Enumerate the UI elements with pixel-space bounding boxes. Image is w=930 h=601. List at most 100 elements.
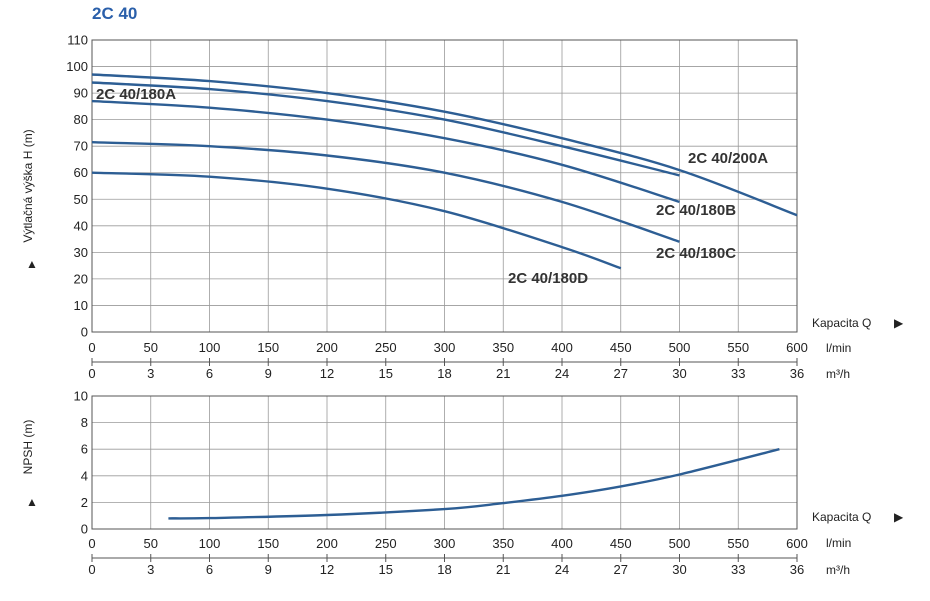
curve-npsh-series — [168, 448, 780, 520]
npsh-x-unit-primary: l/min — [826, 536, 851, 550]
head-x-secondary-tick-label: 0 — [88, 366, 95, 381]
npsh-y-tick-label: 6 — [81, 442, 88, 457]
head-x-secondary-tick-label: 36 — [790, 366, 804, 381]
head-x-secondary-tick-label: 33 — [731, 366, 745, 381]
npsh-x-tick-label: 350 — [492, 536, 514, 551]
npsh-x-secondary-tick-label: 24 — [555, 562, 569, 577]
npsh-x-tick-label: 50 — [144, 536, 158, 551]
head-x-tick-label: 400 — [551, 340, 573, 355]
npsh-x-secondary-tick-label: 9 — [265, 562, 272, 577]
head-x-tick-label: 550 — [727, 340, 749, 355]
npsh-plot-frame — [91, 395, 798, 530]
npsh-x-secondary-tick-label: 12 — [320, 562, 334, 577]
curve-label-2c-40-180d: 2C 40/180D — [508, 270, 588, 287]
npsh-x-tick-label: 300 — [434, 536, 456, 551]
npsh-x-secondary-tick-label: 27 — [614, 562, 628, 577]
npsh-y-axis-label: NPSH (m) — [21, 420, 35, 475]
head-x-tick-label: 50 — [144, 340, 158, 355]
head-x-tick-label: 100 — [199, 340, 221, 355]
head-x-unit-primary: l/min — [826, 341, 851, 355]
curve-label-2c-40-200a: 2C 40/200A — [688, 150, 768, 167]
npsh-x-tick-label: 250 — [375, 536, 397, 551]
head-y-tick-label: 50 — [74, 192, 88, 207]
head-x-tick-label: 500 — [669, 340, 691, 355]
npsh-x-tick-label: 400 — [551, 536, 573, 551]
head-x-secondary-tick-label: 18 — [437, 366, 451, 381]
head-x-secondary-tick-label: 21 — [496, 366, 510, 381]
head-x-secondary-tick-label: 12 — [320, 366, 334, 381]
head-y-tick-label: 40 — [74, 218, 88, 233]
npsh-x-tick-label: 0 — [88, 536, 95, 551]
npsh-x-secondary-tick-label: 0 — [88, 562, 95, 577]
head-x-tick-label: 600 — [786, 340, 808, 355]
npsh-x-secondary-tick-label: 21 — [496, 562, 510, 577]
curve-2c-40-200a — [91, 73, 798, 217]
head-chart-panel: 2C 40/200A 2C 40/180A 2C 40/180B 2C 40/180C… — [21, 33, 904, 382]
head-x-tick-label: 450 — [610, 340, 632, 355]
curve-2c-40-180c — [91, 141, 680, 243]
npsh-x-tick-label: 100 — [199, 536, 221, 551]
npsh-y-tick-label: 10 — [74, 389, 88, 404]
head-x-secondary-tick-label: 15 — [379, 366, 393, 381]
npsh-y-tick-label: 2 — [81, 495, 88, 510]
head-y-tick-label: 110 — [67, 33, 88, 48]
npsh-x-axis-label: Kapacita Q — [812, 510, 871, 524]
curve-label-2c-40-180b: 2C 40/180B — [656, 202, 736, 219]
head-x-tick-label: 200 — [316, 340, 338, 355]
curve-label-2c-40-180a: 2C 40/180A — [96, 86, 176, 103]
head-x-axis-label: Kapacita Q — [812, 316, 871, 330]
head-y-tick-label: 10 — [74, 298, 88, 313]
head-y-axis-arrow: ▲ — [26, 257, 38, 271]
npsh-y-axis-arrow: ▲ — [26, 495, 38, 509]
npsh-curves — [168, 448, 780, 520]
head-y-tick-label: 100 — [66, 59, 88, 74]
head-y-tick-label: 70 — [74, 139, 88, 154]
npsh-x-tick-label: 600 — [786, 536, 808, 551]
head-y-tick-label: 0 — [81, 325, 88, 340]
head-y-tick-label: 80 — [74, 112, 88, 127]
head-y-axis-label: Výtlačná výška H (m) — [21, 129, 35, 242]
npsh-x-tick-label: 200 — [316, 536, 338, 551]
curve-2c-40-180d — [91, 171, 622, 270]
npsh-grid — [91, 395, 798, 530]
npsh-y-tick-label: 8 — [81, 415, 88, 430]
head-x-tick-label: 150 — [257, 340, 279, 355]
curve-2c-40-180b — [91, 99, 680, 204]
head-x-secondary-tick-label: 24 — [555, 366, 569, 381]
head-x-secondary-tick-label: 27 — [614, 366, 628, 381]
npsh-x-tick-label: 550 — [727, 536, 749, 551]
npsh-x-secondary-tick-label: 18 — [437, 562, 451, 577]
npsh-x-tick-label: 450 — [610, 536, 632, 551]
head-x-secondary-tick-label: 9 — [265, 366, 272, 381]
npsh-x-tick-label: 500 — [669, 536, 691, 551]
chart-title: 2C 40 — [92, 4, 137, 23]
npsh-x-tick-label: 150 — [257, 536, 279, 551]
head-y-tick-label: 30 — [74, 245, 88, 260]
head-x-tick-label: 300 — [434, 340, 456, 355]
npsh-x-secondary-tick-label: 36 — [790, 562, 804, 577]
head-x-secondary-tick-label: 3 — [147, 366, 154, 381]
curve-label-2c-40-180c: 2C 40/180C — [656, 245, 736, 262]
npsh-x-secondary-tick-label: 33 — [731, 562, 745, 577]
head-x-unit-secondary: m³/h — [826, 367, 850, 381]
head-x-tick-label: 0 — [88, 340, 95, 355]
head-x-axis-arrow: ▶ — [894, 316, 904, 330]
npsh-y-tick-label: 4 — [81, 468, 88, 483]
head-x-secondary-tick-label: 30 — [672, 366, 686, 381]
head-curves: 2C 40/200A 2C 40/180A 2C 40/180B 2C 40/180C… — [91, 73, 798, 287]
head-x-secondary-tick-label: 6 — [206, 366, 213, 381]
npsh-x-secondary-tick-label: 30 — [672, 562, 686, 577]
head-y-tick-label: 60 — [74, 165, 88, 180]
npsh-x-secondary-tick-label: 6 — [206, 562, 213, 577]
npsh-y-tick-label: 0 — [81, 522, 88, 537]
head-y-tick-label: 90 — [74, 86, 88, 101]
npsh-x-unit-secondary: m³/h — [826, 563, 850, 577]
npsh-x-secondary-tick-label: 15 — [379, 562, 393, 577]
head-x-tick-label: 250 — [375, 340, 397, 355]
npsh-x-secondary-tick-label: 3 — [147, 562, 154, 577]
head-y-tick-label: 20 — [74, 271, 88, 286]
